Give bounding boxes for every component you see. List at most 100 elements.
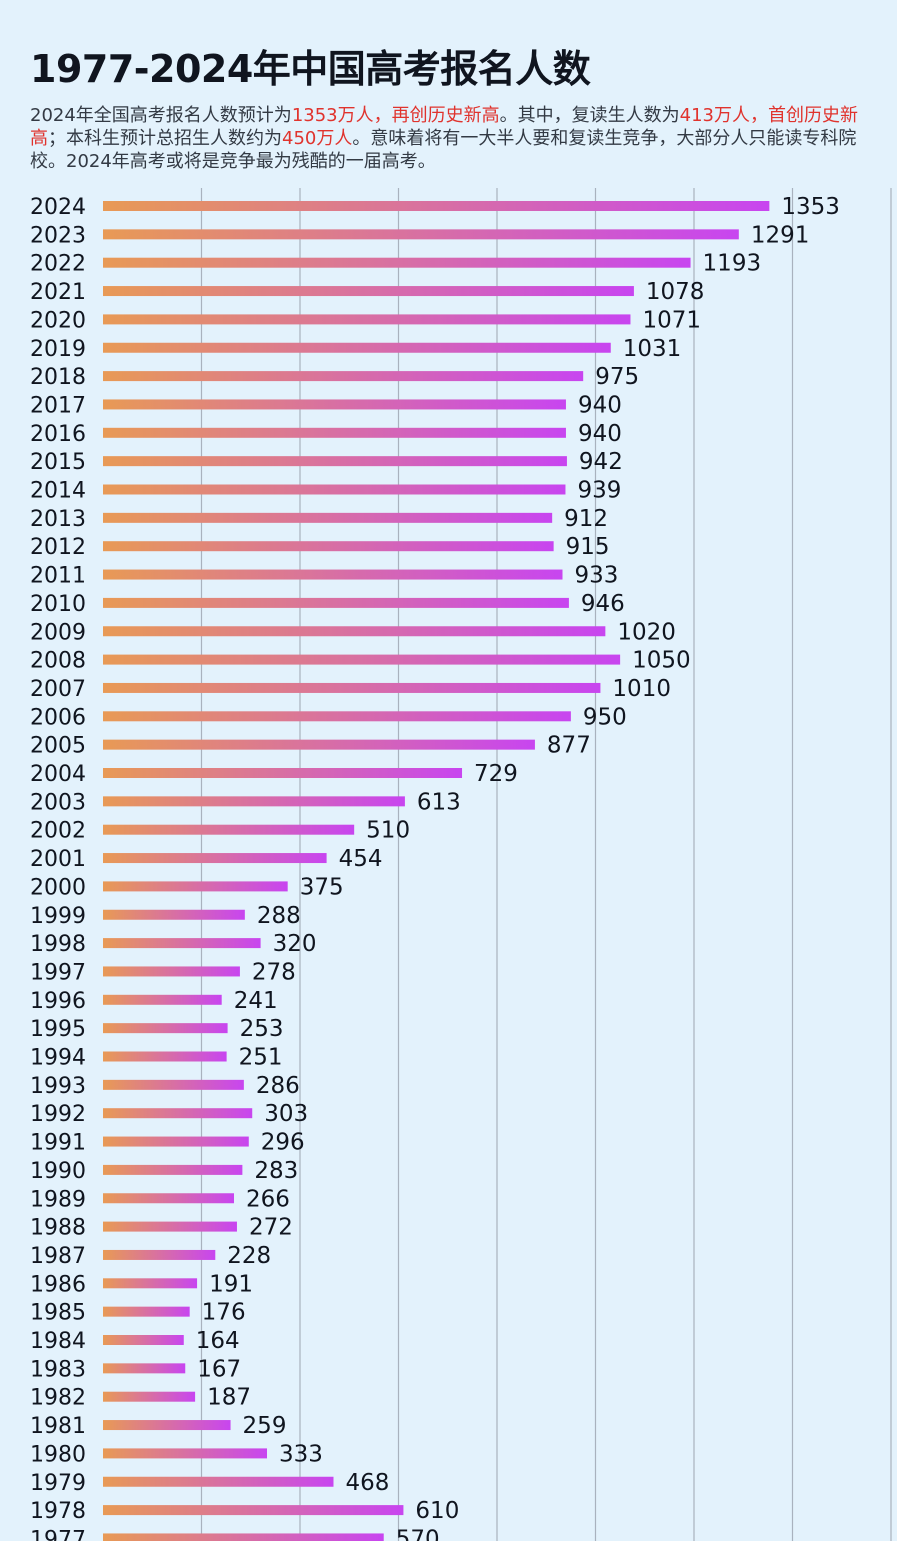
bar bbox=[103, 1363, 186, 1374]
year-label: 2014 bbox=[30, 479, 86, 504]
bar bbox=[103, 597, 569, 608]
bar bbox=[103, 881, 288, 892]
year-label: 2003 bbox=[30, 790, 86, 815]
value-label: 253 bbox=[240, 1016, 284, 1042]
value-label: 228 bbox=[227, 1243, 271, 1269]
value-label: 278 bbox=[252, 959, 296, 985]
year-label: 1977 bbox=[30, 1527, 86, 1541]
bar bbox=[103, 342, 611, 353]
bar bbox=[103, 966, 240, 977]
bar bbox=[103, 1505, 404, 1516]
bar bbox=[103, 1079, 244, 1090]
value-label: 613 bbox=[417, 789, 461, 815]
year-label: 2008 bbox=[30, 649, 86, 674]
value-label: 1071 bbox=[642, 307, 701, 333]
value-label: 933 bbox=[575, 563, 619, 589]
year-label: 1998 bbox=[30, 932, 86, 957]
bar bbox=[103, 541, 554, 552]
value-label: 912 bbox=[564, 506, 608, 532]
year-label: 2000 bbox=[30, 875, 86, 900]
year-label: 2009 bbox=[30, 620, 86, 645]
value-label: 1031 bbox=[623, 336, 682, 362]
year-label: 1990 bbox=[30, 1159, 86, 1184]
bar bbox=[103, 1023, 228, 1034]
value-label: 975 bbox=[595, 364, 639, 390]
bar bbox=[103, 796, 405, 807]
value-label: 940 bbox=[578, 421, 622, 447]
bar bbox=[103, 1108, 253, 1119]
year-label: 2006 bbox=[30, 705, 86, 730]
value-label: 1078 bbox=[646, 279, 705, 305]
value-label: 877 bbox=[547, 733, 591, 759]
bar bbox=[103, 654, 621, 665]
year-label: 2002 bbox=[30, 819, 86, 844]
description-highlight-2: 413万人，首创历史新高 bbox=[30, 105, 858, 149]
value-label: 259 bbox=[243, 1413, 287, 1439]
page-title: 1977-2024年中国高考报名人数 bbox=[30, 47, 591, 91]
value-label: 940 bbox=[578, 392, 622, 418]
description-part-3: ；本科生预计总招生人数约为 bbox=[48, 128, 282, 149]
year-label: 2015 bbox=[30, 450, 86, 475]
year-label: 2012 bbox=[30, 535, 86, 560]
value-label: 375 bbox=[300, 874, 344, 900]
description-part-2: 。其中，复读生人数为 bbox=[499, 105, 680, 126]
year-label: 1984 bbox=[30, 1329, 86, 1354]
value-label: 942 bbox=[579, 449, 623, 475]
year-label: 1985 bbox=[30, 1301, 86, 1326]
page-margin bbox=[897, 0, 907, 1541]
bar bbox=[103, 371, 584, 382]
bar bbox=[103, 768, 463, 778]
year-label: 1992 bbox=[30, 1102, 86, 1127]
bar bbox=[103, 994, 222, 1005]
bar bbox=[103, 484, 566, 495]
bar bbox=[103, 1249, 216, 1260]
bar bbox=[103, 682, 601, 693]
bar bbox=[103, 739, 535, 750]
bar bbox=[103, 314, 631, 325]
value-label: 729 bbox=[474, 761, 518, 787]
year-label: 2013 bbox=[30, 507, 86, 532]
bar bbox=[103, 512, 553, 523]
bar bbox=[103, 1136, 249, 1147]
year-label: 1993 bbox=[30, 1074, 86, 1099]
year-label: 1994 bbox=[30, 1046, 86, 1071]
value-label: 288 bbox=[257, 903, 301, 929]
bar bbox=[103, 569, 563, 580]
year-label: 1982 bbox=[30, 1386, 86, 1411]
value-label: 1050 bbox=[632, 648, 691, 674]
year-label: 1987 bbox=[30, 1244, 86, 1269]
year-label: 2021 bbox=[30, 280, 86, 305]
value-label: 915 bbox=[566, 534, 610, 560]
description-text: 2024年全国高考报名人数预计为1353万人，再创历史新高。其中，复读生人数为4… bbox=[30, 104, 880, 173]
year-label: 1980 bbox=[30, 1442, 86, 1467]
year-label: 2004 bbox=[30, 762, 86, 787]
bar bbox=[103, 1476, 334, 1487]
value-label: 191 bbox=[209, 1271, 253, 1297]
year-label: 2023 bbox=[30, 223, 86, 248]
year-label: 2011 bbox=[30, 564, 86, 589]
year-label: 2001 bbox=[30, 847, 86, 872]
bar bbox=[103, 1391, 196, 1402]
year-label: 2020 bbox=[30, 308, 86, 333]
bar bbox=[103, 626, 606, 637]
value-label: 570 bbox=[396, 1526, 440, 1541]
description-part-1: 2024年全国高考报名人数预计为 bbox=[30, 105, 292, 126]
description-part-4: 。意味着将有一大半人要和复读生竞争，大部分人只能读专科院校。2024年高考或将是… bbox=[30, 128, 857, 172]
year-label: 2018 bbox=[30, 365, 86, 390]
value-label: 468 bbox=[345, 1470, 389, 1496]
bar bbox=[103, 853, 327, 864]
value-label: 946 bbox=[581, 591, 625, 617]
value-label: 939 bbox=[577, 478, 621, 504]
bar bbox=[103, 201, 770, 211]
year-label: 2024 bbox=[30, 195, 86, 220]
year-label: 1989 bbox=[30, 1187, 86, 1212]
description-highlight-3: 450万人 bbox=[282, 128, 353, 149]
year-label: 1979 bbox=[30, 1471, 86, 1496]
bar bbox=[103, 1335, 184, 1345]
year-label: 2016 bbox=[30, 422, 86, 447]
bar bbox=[103, 1420, 231, 1431]
value-label: 296 bbox=[261, 1130, 305, 1156]
bar bbox=[103, 456, 567, 467]
